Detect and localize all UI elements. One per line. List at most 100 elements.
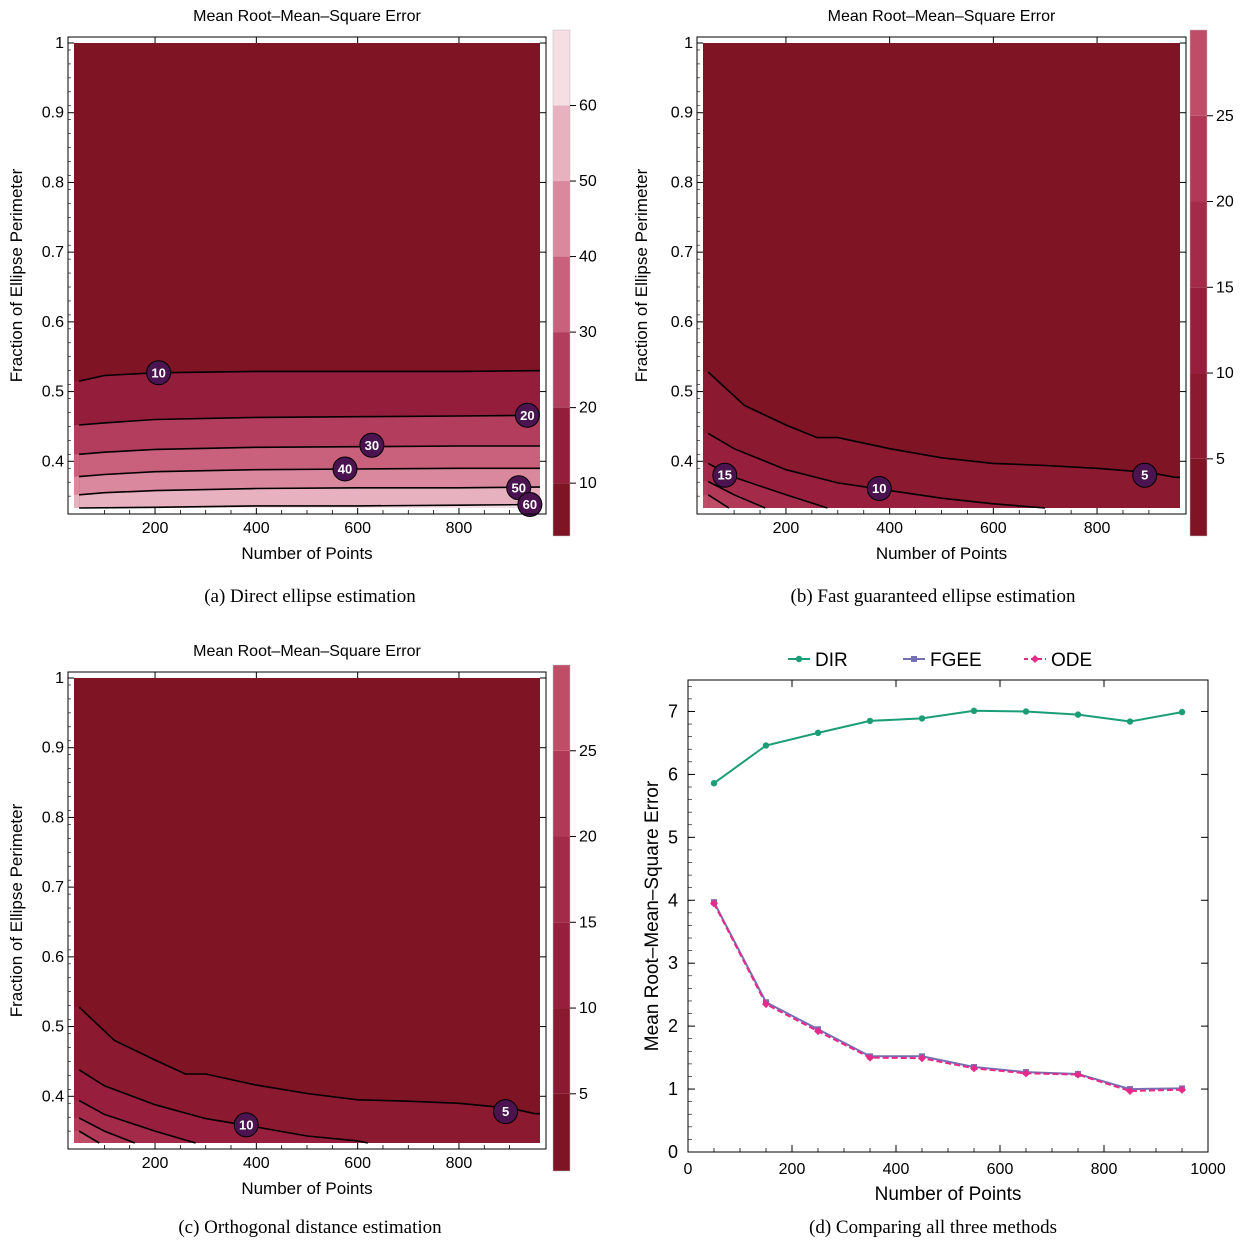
data-point-dir [866,717,874,725]
contour-chart-direct: Mean Root–Mean–Square Error 10 20 30 40 50 60 2… [7,8,597,563]
data-point-ode [814,1027,822,1036]
contour-band-20 [708,481,766,508]
contour-band-5 [708,372,1180,508]
x-tick-label: 600 [980,520,1007,537]
x-tick-label: 200 [773,520,800,537]
y-tick-label: 5 [668,827,678,847]
y-tick-label: 0.7 [42,244,64,261]
data-point-ode [710,899,718,908]
contour-label-text: 60 [523,497,537,512]
series-dir [710,707,1186,787]
contour-label-20: 20 [514,402,540,428]
colorbar-tick-label: 15 [579,914,597,931]
chart-title: Mean Root–Mean–Square Error [193,8,421,25]
x-tick-label: 800 [1091,1161,1118,1178]
y-tick-label: 1 [55,35,64,52]
colorbar-tick-label: 20 [579,400,597,417]
data-point-ode [1178,1085,1186,1094]
x-axis-label: Number of Points [876,544,1007,563]
colorbar-band [553,922,570,1009]
caption-c: (c) Orthogonal distance estimation [178,1217,442,1238]
panel-fast-guaranteed-estimation: Mean Root–Mean–Square Error 15 10 5 200 400 60… [625,0,1241,620]
x-tick-label: 1000 [1190,1161,1226,1178]
contour-label-15: 15 [712,462,738,488]
x-tick-label: 200 [779,1161,806,1178]
x-tick-label: 600 [987,1161,1014,1178]
contour-chart-ode: Mean Root–Mean–Square Error 10 5 200 400 600 8… [7,643,597,1198]
y-tick-label: 6 [668,764,678,784]
x-axis-label: Number of Points [241,544,372,563]
colorbar-tick-label: 50 [579,173,597,190]
y-tick-label: 3 [668,953,678,973]
legend-marker-fgee [911,656,917,662]
colorbar-band [553,483,570,536]
x-tick-label: 800 [446,1155,473,1172]
data-point-dir [1126,718,1134,725]
data-point-ode [1074,1070,1082,1079]
contour-label-60: 60 [517,492,543,518]
x-tick-label: 800 [446,520,473,537]
x-tick-label: 200 [142,1155,169,1172]
colorbar-band [553,407,570,484]
chart-title: Mean Root–Mean–Square Error [828,8,1056,25]
contour-line-25 [78,1130,100,1144]
data-point-ode [866,1053,874,1062]
colorbar-tick-label: 25 [1216,108,1234,125]
series-line-ode [713,902,1183,1093]
y-tick-label: 0.5 [42,384,64,401]
legend-marker-ode [1031,655,1039,663]
y-tick-label: 0.9 [42,740,64,757]
contour-label-10: 10 [146,360,172,386]
x-axis-label: Number of Points [241,1179,372,1198]
colorbar-tick-label: 20 [579,829,597,846]
contour-label-badge [517,492,543,518]
contour-line-10 [78,1069,368,1144]
y-tick-label: 0.6 [42,949,64,966]
y-tick-label: 0.8 [671,174,693,191]
contour-band-50 [79,487,540,508]
y-tick-label: 1 [684,35,693,52]
data-point-ode [762,1000,770,1009]
x-axis-label: Number of Points [875,1184,1022,1205]
contour-band-5 [79,1007,540,1143]
colorbar-frame [1189,29,1208,537]
series-ode [710,899,1186,1095]
panel-direct-estimation: Mean Root–Mean–Square Error 10 20 30 40 50 60 2… [0,0,620,620]
x-tick-label: 400 [243,1155,270,1172]
data-point-ode [918,1054,926,1063]
data-point-dir [1074,711,1082,718]
contour-label-30: 30 [359,432,385,458]
contour-line-20 [78,1117,136,1144]
caption-d: (d) Comparing all three methods [809,1217,1057,1238]
contour-label-badge [514,402,540,428]
data-point-dir [1022,708,1030,715]
y-axis-label: Fraction of Ellipse Perimeter [7,168,26,382]
contour-band-edge-40 [74,476,80,508]
y-tick-label: 0.6 [42,314,64,331]
contour-band-20 [79,1117,135,1143]
data-point-ode [1022,1069,1030,1078]
data-point-dir [762,742,770,749]
data-point-dir [970,707,978,715]
data-point-dir [918,715,926,722]
contour-line-10 [707,432,1046,509]
series-line-fgee [713,901,1183,1091]
x-tick-label: 0 [684,1161,693,1178]
colorbar-band [1190,201,1207,288]
contour-label-10: 10 [866,475,892,501]
colorbar-tick-label: 30 [579,324,597,341]
colorbar-band [553,1093,570,1171]
panel-orthogonal-distance: Mean Root–Mean–Square Error 10 5 200 400 600 8… [0,635,620,1250]
colorbar-band [553,105,570,182]
contour-label-5: 5 [1132,462,1158,488]
data-point-ode [1126,1086,1134,1095]
contour-label-40: 40 [332,456,358,482]
y-tick-label: 4 [668,890,678,910]
colorbar-tick-label: 25 [579,743,597,760]
contour-label-10: 10 [233,1112,259,1138]
colorbar-band [1190,373,1207,459]
contour-label-badge [233,1112,259,1138]
contour-band-10 [79,1069,368,1143]
y-tick-label: 0.5 [42,1019,64,1036]
colorbar-tick-label: 10 [579,475,597,492]
